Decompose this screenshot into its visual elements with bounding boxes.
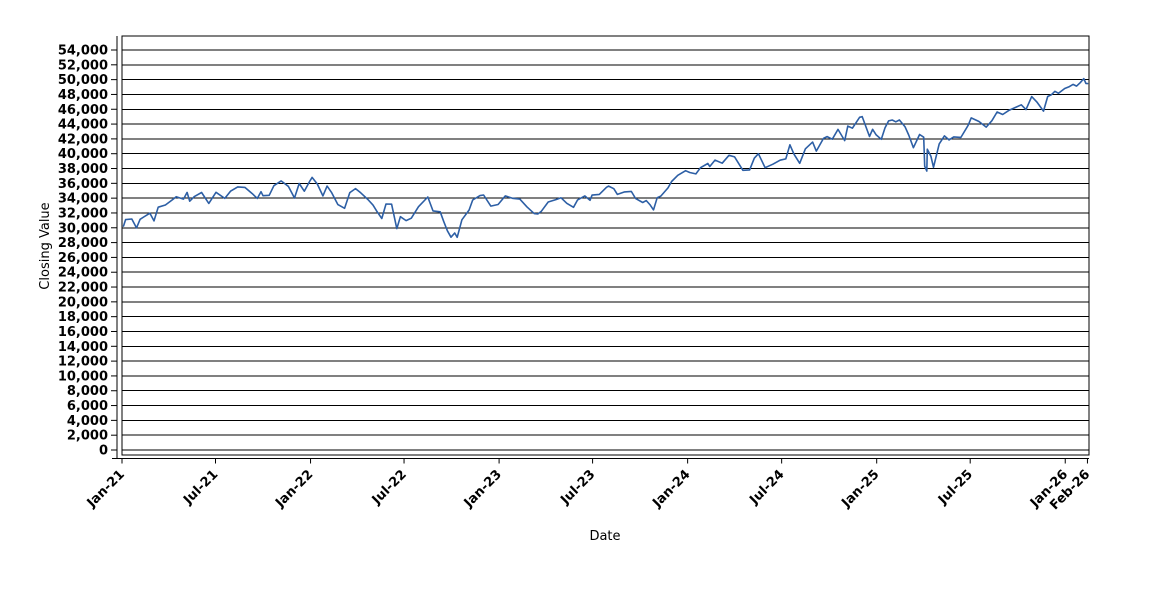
x-tick-label: Jul-25	[935, 467, 976, 508]
y-tick-label: 46,000	[58, 103, 108, 118]
x-tick-label: Jan-21	[84, 467, 128, 511]
y-tick-label: 42,000	[58, 132, 108, 147]
x-axis-title: Date	[589, 529, 620, 544]
x-tick-label: Jan-25	[838, 467, 882, 511]
x-tick-label: Jan-23	[461, 467, 505, 511]
y-tick-label: 38,000	[58, 162, 108, 177]
plot-area: 02,0004,0006,0008,00010,00012,00014,0001…	[58, 35, 1093, 513]
x-tick-label: Jul-23	[557, 467, 598, 508]
y-tick-label: 8,000	[67, 384, 108, 399]
y-axis-title: Closing Value	[38, 202, 53, 289]
y-tick-label: 44,000	[58, 118, 108, 133]
y-tick-label: 22,000	[58, 281, 108, 296]
closing-value-line	[122, 77, 1089, 239]
y-tick-label: 6,000	[67, 399, 108, 414]
y-tick-label: 16,000	[58, 325, 108, 340]
y-tick-label: 48,000	[58, 88, 108, 103]
y-tick-label: 2,000	[67, 429, 108, 444]
y-tick-label: 32,000	[58, 206, 108, 221]
plot-border	[121, 35, 1090, 456]
y-tick-label: 0	[99, 444, 108, 459]
x-tick-label: Jan-24	[649, 467, 693, 511]
y-tick-label: 26,000	[58, 251, 108, 266]
x-tick-label: Jul-21	[180, 467, 221, 508]
y-tick-label: 18,000	[58, 310, 108, 325]
x-tick-label: Jan-22	[272, 467, 316, 511]
y-tick-label: 14,000	[58, 340, 108, 355]
y-tick-label: 36,000	[58, 177, 108, 192]
y-tick-label: 20,000	[58, 295, 108, 310]
y-tick-label: 10,000	[58, 369, 108, 384]
y-tick-label: 40,000	[58, 147, 108, 162]
y-tick-label: 52,000	[58, 58, 108, 73]
y-tick-label: 50,000	[58, 73, 108, 88]
y-tick-label: 28,000	[58, 236, 108, 251]
y-tick-label: 12,000	[58, 355, 108, 370]
y-tick-label: 30,000	[58, 221, 108, 236]
y-tick-label: 54,000	[58, 44, 108, 59]
y-tick-label: 24,000	[58, 266, 108, 281]
x-tick-label: Jul-22	[369, 467, 410, 508]
x-tick-label: Jul-24	[746, 467, 787, 508]
y-tick-label: 4,000	[67, 414, 108, 429]
y-tick-label: 34,000	[58, 192, 108, 207]
